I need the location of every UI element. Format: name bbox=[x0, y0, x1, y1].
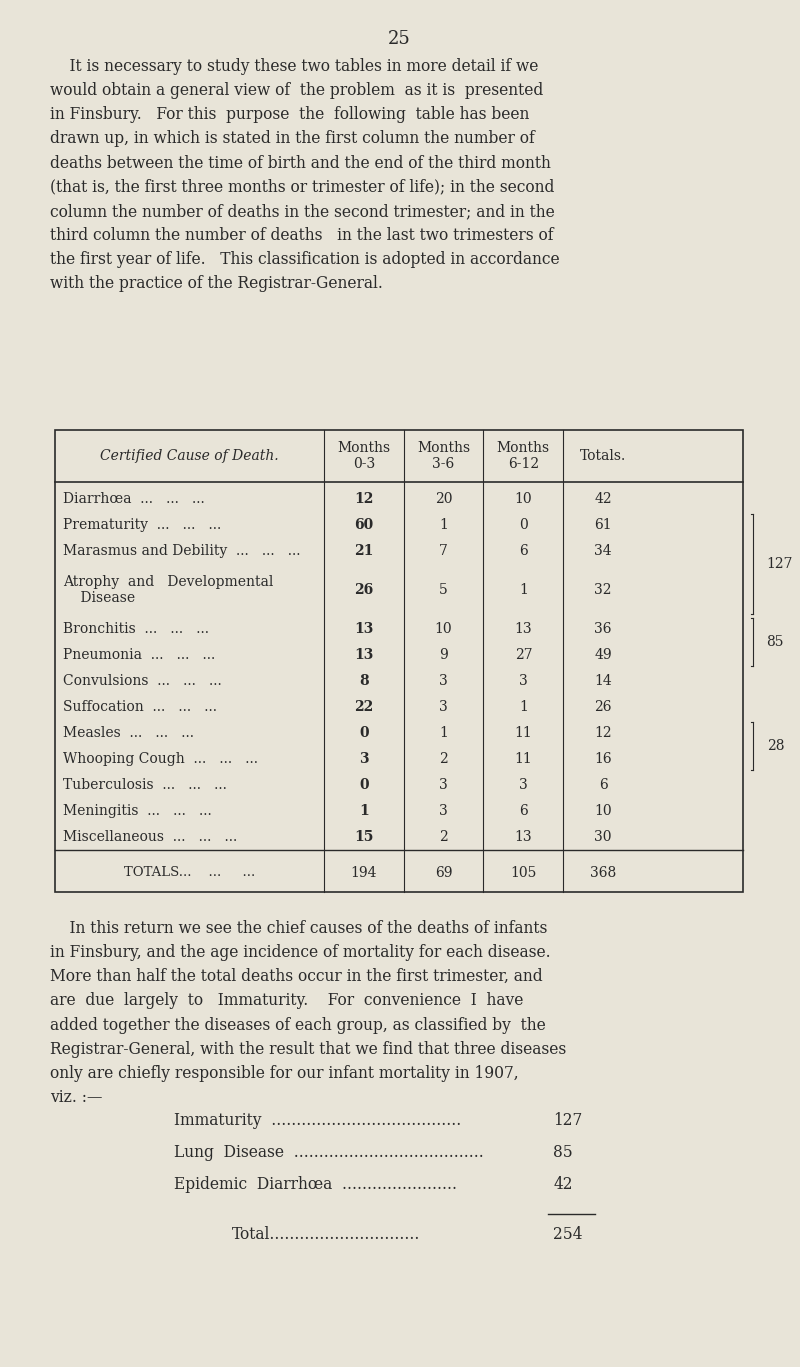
Text: Total..............................: Total.............................. bbox=[232, 1226, 421, 1243]
Text: Immaturity  ......................................: Immaturity .............................… bbox=[174, 1111, 462, 1129]
Text: Diarrhœa  ...   ...   ...: Diarrhœa ... ... ... bbox=[63, 492, 205, 506]
Text: 1: 1 bbox=[519, 700, 528, 714]
Text: 26: 26 bbox=[594, 700, 612, 714]
Text: Convulsions  ...   ...   ...: Convulsions ... ... ... bbox=[63, 674, 222, 688]
Text: 3: 3 bbox=[439, 804, 448, 817]
Text: 30: 30 bbox=[594, 830, 612, 843]
Text: 3: 3 bbox=[439, 778, 448, 791]
Text: 15: 15 bbox=[354, 830, 374, 843]
Text: Certified Cause of Death.: Certified Cause of Death. bbox=[100, 448, 278, 463]
Text: 27: 27 bbox=[514, 648, 532, 662]
Text: 21: 21 bbox=[354, 544, 374, 558]
Text: 8: 8 bbox=[359, 674, 369, 688]
Text: 194: 194 bbox=[350, 867, 377, 880]
Text: 14: 14 bbox=[594, 674, 612, 688]
Text: 3: 3 bbox=[359, 752, 369, 766]
Text: 10: 10 bbox=[435, 622, 453, 636]
Text: Bronchitis  ...   ...   ...: Bronchitis ... ... ... bbox=[63, 622, 209, 636]
Text: 42: 42 bbox=[554, 1176, 573, 1193]
Text: 13: 13 bbox=[354, 648, 374, 662]
Text: 12: 12 bbox=[594, 726, 612, 740]
Text: Prematurity  ...   ...   ...: Prematurity ... ... ... bbox=[63, 518, 221, 532]
Text: 10: 10 bbox=[514, 492, 532, 506]
Text: Atrophy  and   Developmental
    Disease: Atrophy and Developmental Disease bbox=[63, 576, 273, 606]
Text: 9: 9 bbox=[439, 648, 448, 662]
Text: 11: 11 bbox=[514, 752, 532, 766]
Text: Suffocation  ...   ...   ...: Suffocation ... ... ... bbox=[63, 700, 217, 714]
Text: 16: 16 bbox=[594, 752, 612, 766]
Text: 2: 2 bbox=[439, 830, 448, 843]
Text: 85: 85 bbox=[766, 636, 784, 649]
Text: 7: 7 bbox=[439, 544, 448, 558]
Text: 25: 25 bbox=[387, 30, 410, 48]
Text: 10: 10 bbox=[594, 804, 612, 817]
Text: 13: 13 bbox=[354, 622, 374, 636]
Text: 32: 32 bbox=[594, 582, 612, 597]
Text: Pneumonia  ...   ...   ...: Pneumonia ... ... ... bbox=[63, 648, 215, 662]
Text: 69: 69 bbox=[435, 867, 452, 880]
Text: 3: 3 bbox=[439, 700, 448, 714]
Text: 0: 0 bbox=[519, 518, 528, 532]
Text: Measles  ...   ...   ...: Measles ... ... ... bbox=[63, 726, 194, 740]
Text: Meningitis  ...   ...   ...: Meningitis ... ... ... bbox=[63, 804, 211, 817]
Text: 368: 368 bbox=[590, 867, 616, 880]
Text: 1: 1 bbox=[359, 804, 369, 817]
Text: It is necessary to study these two tables in more detail if we
would obtain a ge: It is necessary to study these two table… bbox=[50, 57, 559, 293]
Text: TOTALS...    ...     ...: TOTALS... ... ... bbox=[124, 867, 255, 879]
Text: 20: 20 bbox=[435, 492, 452, 506]
Text: 60: 60 bbox=[354, 518, 374, 532]
Text: 5: 5 bbox=[439, 582, 448, 597]
Text: Epidemic  Diarrhœa  .......................: Epidemic Diarrhœa ......................… bbox=[174, 1176, 458, 1193]
Text: 26: 26 bbox=[354, 582, 374, 597]
Text: 105: 105 bbox=[510, 867, 537, 880]
Text: Months
0-3: Months 0-3 bbox=[338, 442, 390, 472]
Text: 1: 1 bbox=[439, 518, 448, 532]
Text: 254: 254 bbox=[554, 1226, 582, 1243]
Text: 1: 1 bbox=[519, 582, 528, 597]
Text: 3: 3 bbox=[519, 674, 528, 688]
Text: Marasmus and Debility  ...   ...   ...: Marasmus and Debility ... ... ... bbox=[63, 544, 300, 558]
Text: 2: 2 bbox=[439, 752, 448, 766]
Text: In this return we see the chief causes of the deaths of infants
in Finsbury, and: In this return we see the chief causes o… bbox=[50, 920, 566, 1106]
Text: 85: 85 bbox=[554, 1144, 573, 1161]
Text: 11: 11 bbox=[514, 726, 532, 740]
Text: 49: 49 bbox=[594, 648, 612, 662]
Text: 0: 0 bbox=[359, 778, 369, 791]
Text: Lung  Disease  ......................................: Lung Disease ...........................… bbox=[174, 1144, 484, 1161]
Bar bbox=[55, 431, 742, 893]
Text: 12: 12 bbox=[354, 492, 374, 506]
Text: 28: 28 bbox=[766, 740, 784, 753]
Text: 22: 22 bbox=[354, 700, 374, 714]
Text: 0: 0 bbox=[359, 726, 369, 740]
Text: Miscellaneous  ...   ...   ...: Miscellaneous ... ... ... bbox=[63, 830, 237, 843]
Text: 6: 6 bbox=[519, 804, 528, 817]
Text: 13: 13 bbox=[514, 622, 532, 636]
Text: Months
6-12: Months 6-12 bbox=[497, 442, 550, 472]
Text: 34: 34 bbox=[594, 544, 612, 558]
Text: 42: 42 bbox=[594, 492, 612, 506]
Text: 6: 6 bbox=[598, 778, 607, 791]
Text: Months
3-6: Months 3-6 bbox=[417, 442, 470, 472]
Text: 61: 61 bbox=[594, 518, 612, 532]
Text: 6: 6 bbox=[519, 544, 528, 558]
Text: 13: 13 bbox=[514, 830, 532, 843]
Text: 127: 127 bbox=[766, 556, 793, 571]
Text: Whooping Cough  ...   ...   ...: Whooping Cough ... ... ... bbox=[63, 752, 258, 766]
Text: 36: 36 bbox=[594, 622, 612, 636]
Text: 127: 127 bbox=[554, 1111, 582, 1129]
Text: 3: 3 bbox=[439, 674, 448, 688]
Text: 1: 1 bbox=[439, 726, 448, 740]
Text: Totals.: Totals. bbox=[580, 448, 626, 463]
Text: Tuberculosis  ...   ...   ...: Tuberculosis ... ... ... bbox=[63, 778, 226, 791]
Text: 3: 3 bbox=[519, 778, 528, 791]
